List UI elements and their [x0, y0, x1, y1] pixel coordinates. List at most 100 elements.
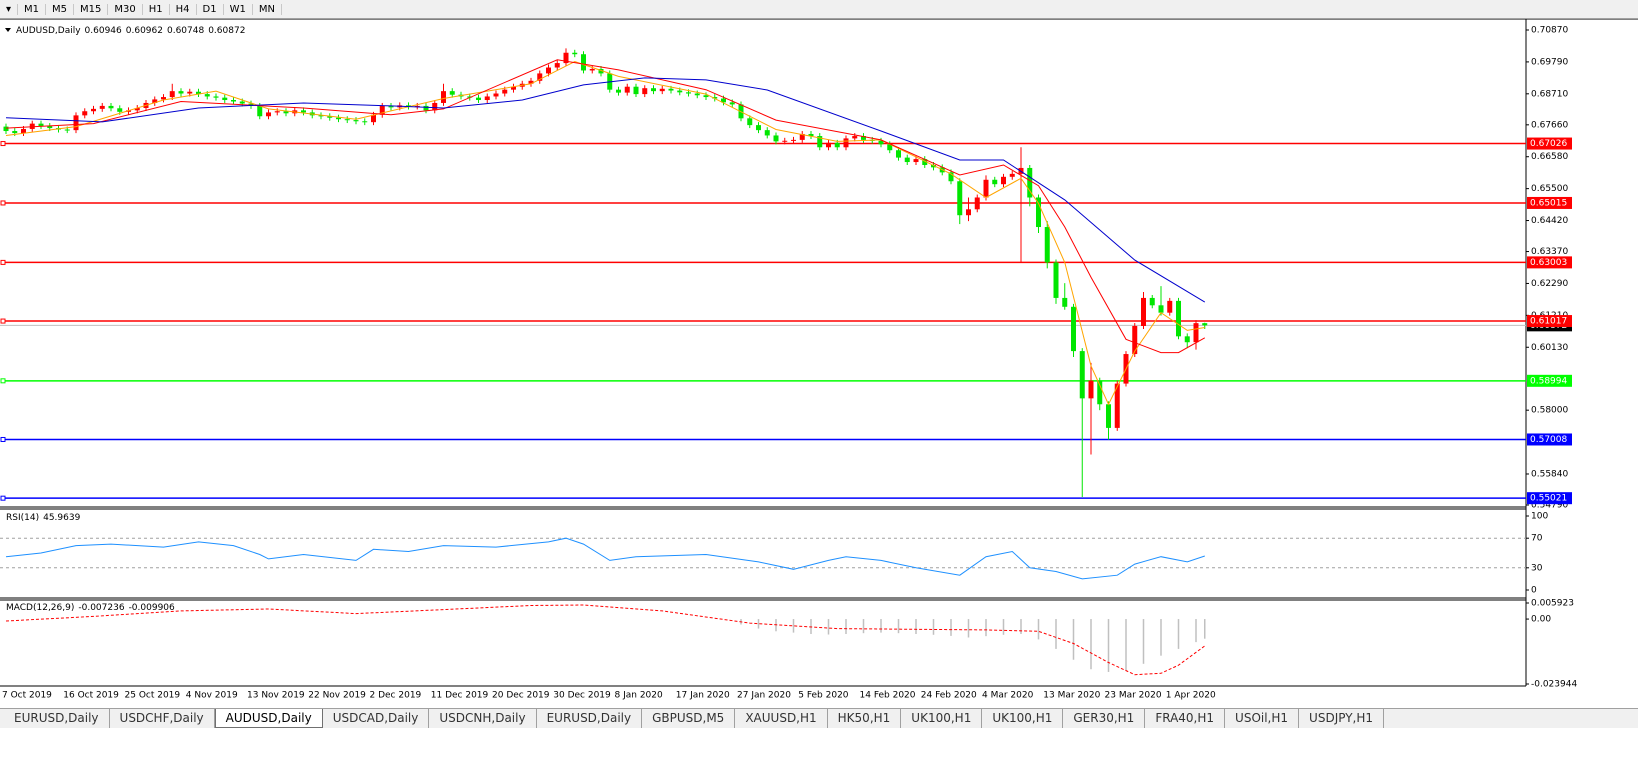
- candle-body: [913, 159, 919, 163]
- macd-bar: [897, 619, 900, 634]
- level-label: 0.67026: [1530, 139, 1567, 149]
- chart-tab[interactable]: EURUSD,Daily: [4, 709, 110, 728]
- candle-body: [563, 52, 569, 64]
- timeframe-button[interactable]: D1: [197, 3, 224, 15]
- chart-tab[interactable]: HK50,H1: [828, 709, 902, 728]
- y-tick-label: 70: [1531, 534, 1543, 544]
- candle-body: [362, 121, 368, 123]
- candle-body: [642, 88, 648, 95]
- candle-body: [896, 150, 901, 158]
- level-anchor: [0, 200, 6, 206]
- candle-body: [904, 157, 910, 163]
- macd-bar: [915, 619, 917, 634]
- chart-tab[interactable]: EURUSD,Daily: [537, 709, 643, 728]
- candle-body: [449, 91, 455, 95]
- candle-body: [493, 93, 499, 97]
- candle-body: [187, 91, 193, 94]
- candle-body: [528, 80, 534, 84]
- candle-body: [922, 159, 928, 165]
- chart-tab[interactable]: AUDUSD,Daily: [214, 709, 323, 728]
- chart-tab[interactable]: USOil,H1: [1225, 709, 1300, 728]
- macd-bar: [1002, 619, 1005, 635]
- y-tick-label: 0.62290: [1531, 279, 1568, 289]
- y-tick-label: 0.68710: [1531, 89, 1568, 99]
- candle-body: [983, 179, 989, 198]
- macd-bar: [1195, 619, 1197, 643]
- chart-tab[interactable]: GER30,H1: [1063, 709, 1146, 728]
- candle-body: [589, 68, 595, 71]
- y-tick-label: 0.69790: [1531, 57, 1568, 67]
- candle-body: [1027, 167, 1033, 198]
- candle-body: [826, 142, 831, 148]
- candle-body: [1158, 305, 1164, 313]
- candle-body: [318, 115, 324, 117]
- candle-body: [686, 92, 691, 94]
- candle-body: [47, 126, 53, 129]
- signal-value: -0.009906: [129, 603, 175, 613]
- chart-tab[interactable]: USDCNH,Daily: [429, 709, 537, 728]
- timeframe-button[interactable]: M30: [108, 3, 143, 15]
- indicator-header: MACD(12,26,9) -0.007236 -0.009906: [6, 603, 175, 613]
- candle-body: [222, 97, 228, 101]
- timeframe-button[interactable]: MN: [253, 3, 282, 15]
- chart-tab[interactable]: USDJPY,H1: [1299, 709, 1385, 728]
- candle-body: [878, 140, 884, 145]
- candle-body: [581, 54, 586, 71]
- x-tick-label: 13 Mar 2020: [1043, 691, 1100, 701]
- macd-bar: [1142, 619, 1145, 664]
- y-tick-label: 0.55840: [1531, 469, 1568, 479]
- x-tick-label: 27 Jan 2020: [737, 691, 791, 701]
- candle-body: [169, 91, 175, 98]
- chart-tab[interactable]: UK100,H1: [901, 709, 983, 728]
- ohlc-value: 0.60748: [167, 26, 204, 36]
- chart-tab[interactable]: UK100,H1: [982, 709, 1064, 728]
- candle-body: [406, 105, 411, 107]
- x-tick-label: 4 Nov 2019: [186, 691, 238, 701]
- candle-body: [353, 120, 359, 122]
- timeframe-button[interactable]: M15: [74, 3, 109, 15]
- candle-body: [1097, 380, 1103, 405]
- timeframe-button[interactable]: W1: [224, 3, 253, 15]
- chart-tab[interactable]: USDCHF,Daily: [110, 709, 215, 728]
- chart-tab[interactable]: GBPUSD,M5: [642, 709, 736, 728]
- macd-bar: [1037, 619, 1040, 640]
- chart-tabs: EURUSD,Daily USDCHF,Daily AUDUSD,Daily USDC…: [0, 708, 1638, 728]
- candle-body: [117, 108, 123, 112]
- chart-tab[interactable]: USDCAD,Daily: [323, 709, 430, 728]
- x-tick-label: 16 Oct 2019: [63, 691, 119, 701]
- candle-body: [773, 135, 779, 142]
- candle-body: [1114, 383, 1120, 428]
- x-tick-label: 30 Dec 2019: [553, 691, 611, 701]
- menu-arrow: [5, 28, 11, 32]
- candle-body: [108, 105, 114, 109]
- level-label-box: [1527, 256, 1572, 269]
- candle-body: [213, 96, 219, 98]
- macd-value: -0.007236: [78, 603, 124, 613]
- candle-body: [659, 88, 665, 92]
- timeframe-button[interactable]: M1: [18, 3, 47, 15]
- chart-tab[interactable]: FRA40,H1: [1145, 709, 1226, 728]
- y-tick-label: 0.66580: [1531, 152, 1568, 162]
- candle-body: [817, 136, 823, 148]
- x-tick-label: 14 Feb 2020: [860, 691, 916, 701]
- candle-body: [843, 138, 849, 148]
- x-tick-label: 1 Apr 2020: [1166, 691, 1216, 701]
- candle-body: [747, 118, 753, 126]
- candle-body: [371, 114, 376, 123]
- candle-body: [283, 111, 289, 114]
- level-anchor: [0, 495, 6, 501]
- candle-body: [694, 93, 700, 96]
- timeframe-button[interactable]: H1: [143, 3, 170, 15]
- y-tick-label: 0.64420: [1531, 216, 1568, 226]
- macd-bar: [985, 619, 987, 637]
- candle-body: [703, 95, 709, 98]
- candle-body: [266, 112, 271, 117]
- candle-body: [546, 67, 551, 74]
- candle-body: [152, 99, 158, 103]
- candle-body: [633, 86, 639, 95]
- chart-tab[interactable]: XAUUSD,H1: [735, 709, 828, 728]
- timeframe-button[interactable]: H4: [170, 3, 197, 15]
- timeframe-button[interactable]: M5: [46, 3, 75, 15]
- x-tick-label: 11 Dec 2019: [431, 691, 489, 701]
